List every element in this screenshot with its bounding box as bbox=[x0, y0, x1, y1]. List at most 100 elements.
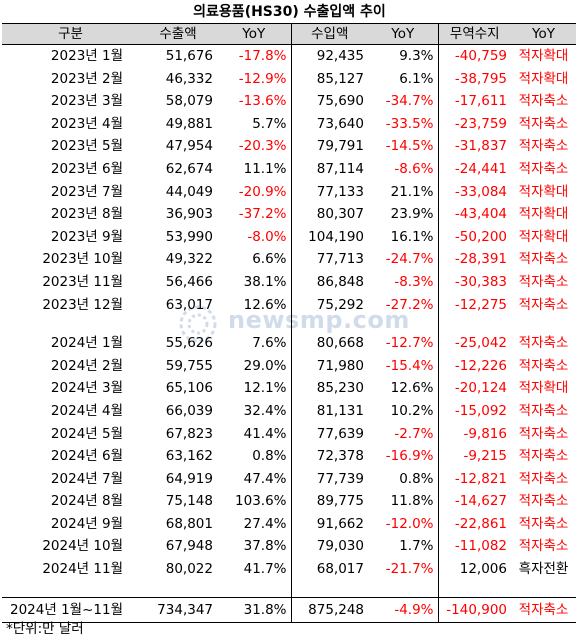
balance-cell: -12,821 bbox=[437, 467, 511, 491]
unit-note: *단위:만 달러 bbox=[6, 621, 84, 637]
import-cell: 75,292 bbox=[290, 293, 368, 317]
export-yoy-cell: -17.8% bbox=[238, 48, 287, 64]
spacer-cell bbox=[2, 316, 139, 332]
month-cell: 2023년 9월 bbox=[50, 228, 123, 245]
header-category: 구분 bbox=[2, 23, 139, 45]
balance-yoy-cell: 적자확대 bbox=[518, 183, 569, 200]
export-cell: 68,801 bbox=[165, 515, 213, 532]
table-row: 2024년 4월 66,039 32.4% 81,131 10.2% -15,092 적자축… bbox=[2, 399, 576, 423]
month-cell: 2024년 2월 bbox=[50, 357, 123, 374]
balance-cell: -14,627 bbox=[437, 490, 511, 513]
table-row: 2024년 7월 64,919 47.4% 77,739 0.8% -12,821 적자축소 bbox=[2, 467, 576, 491]
import-cell: 89,775 bbox=[290, 490, 368, 513]
export-yoy-cell: -37.2% bbox=[238, 206, 287, 223]
table-row: 2024년 8월 75,148 103.6% 89,775 11.8% -14,627 적자… bbox=[2, 490, 576, 513]
export-cell: 64,919 bbox=[165, 470, 213, 487]
month-cell: 2024년 1월~11월 bbox=[2, 596, 139, 623]
header-import-yoy: YoY bbox=[368, 23, 438, 45]
export-cell: 55,626 bbox=[165, 335, 213, 352]
import-yoy-cell: -15.4% bbox=[385, 357, 434, 374]
table-row: 2024년 3월 65,106 12.1% 85,230 12.6% -20,124 적자확… bbox=[2, 377, 576, 400]
export-yoy-cell: 37.8% bbox=[243, 538, 287, 555]
month-cell: 2024년 7월 bbox=[50, 470, 123, 487]
month-cell: 2024년 6월 bbox=[50, 448, 123, 465]
header-balance-yoy: YoY bbox=[511, 23, 576, 45]
header-balance: 무역수지 bbox=[437, 23, 511, 45]
spacer-cell bbox=[511, 581, 576, 598]
export-cell: 59,755 bbox=[165, 357, 213, 374]
balance-yoy-cell: 흑자전환 bbox=[518, 561, 569, 578]
import-cell: 75,690 bbox=[290, 90, 368, 113]
import-cell: 104,190 bbox=[290, 225, 368, 249]
import-yoy-cell: 6.1% bbox=[399, 70, 434, 87]
table-row: 2023년 3월 58,079 -13.6% 75,690 -34.7% -17,611 적… bbox=[2, 90, 576, 113]
export-yoy-cell: -12.9% bbox=[238, 70, 287, 87]
month-cell: 2024년 10월 bbox=[42, 538, 123, 555]
import-yoy-cell: 9.3% bbox=[399, 48, 434, 64]
export-yoy-cell: 6.6% bbox=[252, 251, 287, 268]
balance-yoy-cell: 적자축소 bbox=[518, 251, 569, 268]
export-cell: 56,466 bbox=[165, 273, 213, 290]
import-cell: 73,640 bbox=[290, 112, 368, 136]
import-yoy-cell: -21.7% bbox=[385, 561, 434, 578]
table-row: 2024년 9월 68,801 27.4% 91,662 -12.0% -22,861 적자… bbox=[2, 512, 576, 536]
balance-cell: -25,042 bbox=[437, 332, 511, 355]
balance-yoy-cell: 적자확대 bbox=[518, 228, 569, 245]
import-cell: 72,378 bbox=[290, 445, 368, 468]
balance-yoy-cell: 적자축소 bbox=[518, 493, 569, 510]
import-cell: 81,131 bbox=[290, 399, 368, 423]
spacer-row bbox=[2, 580, 576, 598]
table-row: 2024년 6월 63,162 0.8% 72,378 -16.9% -9,215 적자축소 bbox=[2, 445, 576, 468]
balance-cell: -50,200 bbox=[437, 225, 511, 249]
import-cell: 79,791 bbox=[290, 135, 368, 158]
month-cell: 2024년 4월 bbox=[50, 402, 123, 419]
balance-cell: -140,900 bbox=[437, 596, 511, 623]
header-import: 수입액 bbox=[290, 23, 368, 45]
balance-cell: -22,861 bbox=[437, 512, 511, 536]
spacer-cell bbox=[511, 316, 576, 332]
total-row: 2024년 1월~11월 734,347 31.8% 875,248 -4.9% -140… bbox=[2, 596, 576, 623]
spacer-cell bbox=[290, 316, 368, 333]
balance-cell: -11,082 bbox=[437, 535, 511, 559]
import-yoy-cell: -12.7% bbox=[385, 335, 434, 352]
month-cell: 2023년 7월 bbox=[50, 183, 123, 200]
balance-cell: -31,837 bbox=[437, 135, 511, 158]
export-yoy-cell: 11.1% bbox=[243, 160, 287, 177]
balance-yoy-cell: 적자확대 bbox=[518, 380, 569, 397]
import-cell: 85,127 bbox=[290, 67, 368, 91]
month-cell: 2023년 3월 bbox=[50, 93, 123, 110]
import-yoy-cell: -4.9% bbox=[368, 596, 438, 623]
import-cell: 77,713 bbox=[290, 248, 368, 271]
balance-yoy-cell: 적자축소 bbox=[518, 93, 569, 110]
import-cell: 80,307 bbox=[290, 203, 368, 226]
balance-yoy-cell: 적자축소 bbox=[518, 160, 569, 177]
month-cell: 2023년 2월 bbox=[50, 70, 123, 87]
balance-yoy-cell: 적자축소 bbox=[518, 470, 569, 487]
import-yoy-cell: 11.8% bbox=[390, 493, 434, 510]
balance-yoy-cell: 적자축소 bbox=[518, 115, 569, 132]
balance-yoy-cell: 적자축소 bbox=[518, 448, 569, 465]
export-yoy-cell: 32.4% bbox=[243, 402, 287, 419]
export-cell: 49,881 bbox=[165, 115, 213, 132]
export-cell: 67,948 bbox=[165, 538, 213, 555]
watermark-logo-icon bbox=[179, 305, 217, 343]
spacer-cell bbox=[368, 316, 438, 332]
import-yoy-cell: -16.9% bbox=[385, 448, 434, 465]
balance-yoy-cell: 적자확대 bbox=[518, 206, 569, 223]
import-yoy-cell: 1.7% bbox=[399, 538, 434, 555]
export-yoy-cell: -13.6% bbox=[238, 93, 287, 110]
import-cell: 68,017 bbox=[290, 558, 368, 581]
month-cell: 2024년 3월 bbox=[50, 380, 123, 397]
table-row: 2023년 1월 51,676 -17.8% 92,435 9.3% -40,759 적자확… bbox=[2, 44, 576, 68]
balance-cell: -40,759 bbox=[437, 44, 511, 68]
month-cell: 2023년 1월 bbox=[50, 48, 123, 64]
spacer-cell bbox=[2, 581, 139, 598]
balance-yoy-cell: 적자축소 bbox=[518, 402, 569, 419]
table-row: 2023년 2월 46,332 -12.9% 85,127 6.1% -38,795 적자확… bbox=[2, 67, 576, 91]
import-cell: 77,639 bbox=[290, 422, 368, 446]
balance-yoy-cell: 적자확대 bbox=[518, 70, 569, 87]
export-cell: 49,322 bbox=[165, 251, 213, 268]
import-yoy-cell: -14.5% bbox=[385, 138, 434, 155]
import-yoy-cell: 10.2% bbox=[390, 402, 434, 419]
month-cell: 2024년 1월 bbox=[50, 335, 123, 352]
